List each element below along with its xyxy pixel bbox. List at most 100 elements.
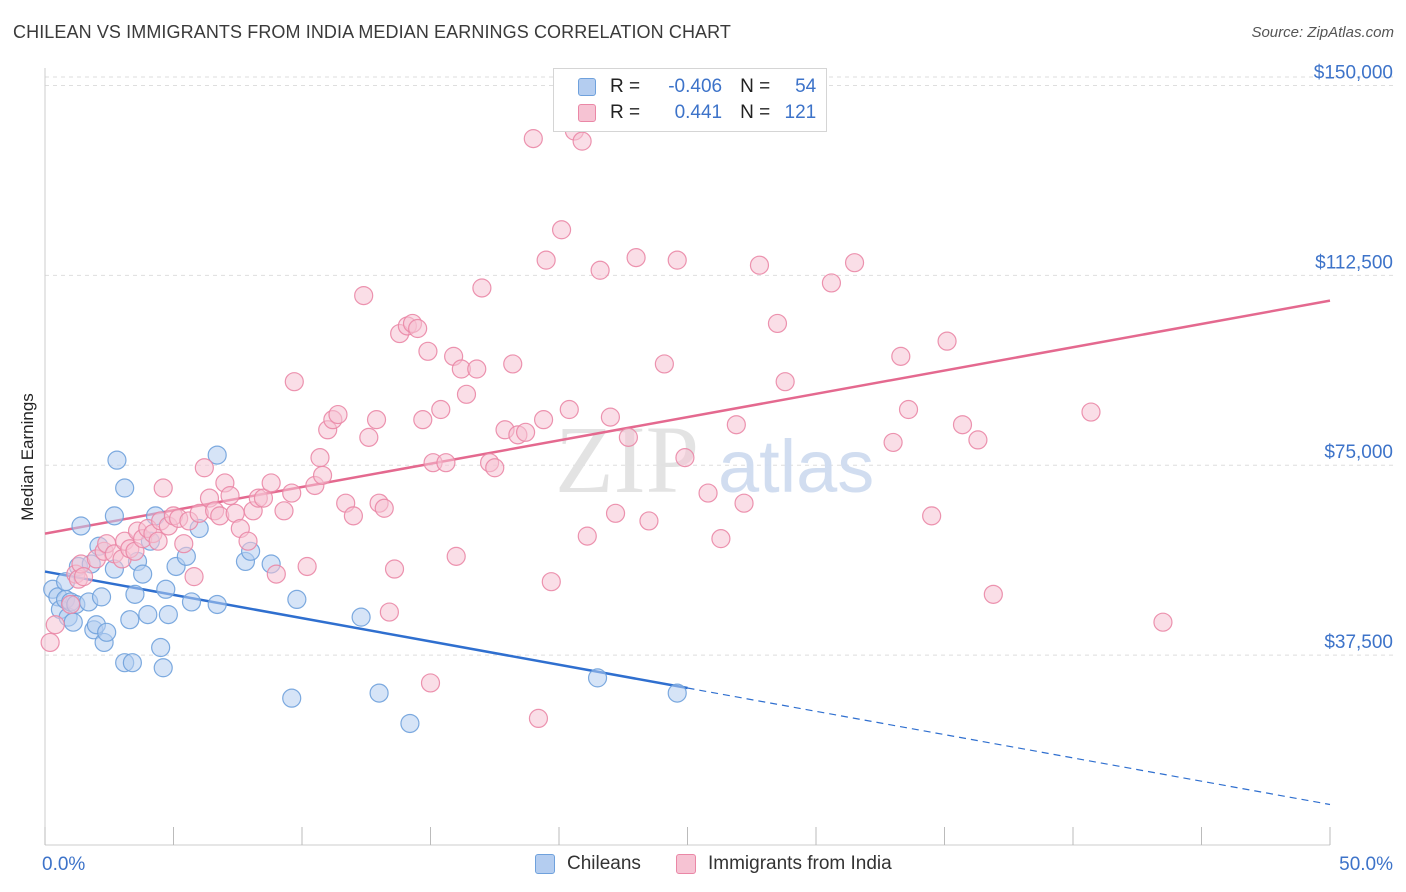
chart-title: CHILEAN VS IMMIGRANTS FROM INDIA MEDIAN …: [13, 22, 732, 42]
point-india: [749, 255, 770, 275]
legend-item-india[interactable]: Immigrants from India: [676, 852, 892, 876]
point-india: [1081, 402, 1101, 422]
point-india: [898, 399, 919, 420]
point-india: [503, 354, 523, 374]
point-india: [577, 526, 597, 546]
trend-line-chileans: [44, 570, 688, 690]
point-india: [667, 250, 687, 270]
legend-swatch-india: [676, 854, 696, 874]
point-chileans: [63, 612, 83, 632]
point-chileans: [158, 605, 178, 625]
point-india: [45, 615, 65, 635]
point-india: [312, 465, 333, 485]
point-chileans: [181, 592, 202, 612]
stats-swatch-india: [578, 104, 596, 122]
point-india: [310, 448, 330, 468]
point-chileans: [153, 658, 173, 678]
point-india: [472, 278, 492, 298]
legend-label-chileans: Chileans: [567, 853, 641, 874]
point-india: [359, 427, 379, 447]
point-india: [420, 673, 441, 693]
point-india: [523, 129, 543, 149]
stats-n-label: N =: [740, 76, 771, 97]
point-india: [384, 559, 405, 579]
point-chileans: [667, 683, 687, 703]
point-india: [261, 473, 281, 493]
point-india: [891, 346, 911, 366]
point-india: [1153, 612, 1173, 632]
point-india: [821, 273, 842, 293]
point-india: [654, 354, 674, 374]
point-india: [328, 404, 348, 425]
point-chileans: [107, 450, 127, 470]
point-india: [605, 503, 626, 523]
watermark: ZIP atlas: [555, 406, 874, 513]
point-chileans: [207, 445, 227, 465]
stats-r-label: R =: [610, 102, 641, 123]
point-india: [590, 260, 610, 280]
point-india: [446, 546, 466, 566]
y-tick-label: $75,000: [1324, 442, 1393, 463]
point-india: [639, 511, 659, 531]
point-chileans: [104, 506, 124, 526]
point-india: [983, 584, 1003, 604]
point-india: [572, 131, 592, 151]
point-chileans: [351, 607, 371, 627]
point-india: [536, 250, 556, 270]
legend-label-india: Immigrants from India: [708, 853, 892, 874]
point-india: [767, 313, 788, 334]
watermark-zip: ZIP: [555, 406, 699, 513]
y-tick-label: $150,000: [1314, 62, 1393, 83]
point-india: [374, 498, 394, 518]
point-india: [413, 410, 433, 430]
point-india: [379, 602, 399, 622]
legend-item-chileans[interactable]: Chileans: [535, 852, 641, 876]
point-chileans: [587, 668, 608, 688]
point-chileans: [71, 516, 91, 536]
point-india: [194, 458, 214, 478]
source-label: Source: ZipAtlas.com: [1251, 24, 1394, 41]
y-tick-label: $37,500: [1324, 632, 1393, 653]
point-india: [600, 407, 621, 427]
point-chileans: [207, 594, 227, 615]
point-chileans: [125, 584, 145, 604]
x-tick-label: 50.0%: [1339, 854, 1393, 875]
point-india: [551, 220, 572, 240]
point-chileans: [115, 478, 135, 498]
point-india: [408, 318, 428, 339]
point-india: [528, 708, 549, 729]
point-india: [726, 415, 746, 435]
point-india: [184, 567, 204, 587]
point-india: [148, 531, 168, 551]
point-india: [515, 422, 536, 442]
y-tick-label: $112,500: [1315, 252, 1393, 273]
point-india: [366, 410, 387, 430]
point-india: [418, 341, 438, 361]
point-india: [73, 567, 94, 587]
stats-r-label: R =: [610, 76, 641, 97]
stats-row-chileans: R = -0.406 N = 54: [578, 74, 816, 100]
point-india: [922, 506, 942, 526]
legend-swatch-chileans: [535, 854, 555, 874]
point-chileans: [400, 713, 420, 734]
stats-n-label: N =: [740, 102, 771, 123]
point-india: [282, 483, 302, 503]
point-india: [284, 372, 304, 392]
point-india: [559, 399, 579, 420]
point-india: [883, 432, 903, 453]
stats-r-value: -0.406: [668, 76, 723, 97]
point-india: [436, 453, 456, 473]
y-axis-label: Median Earnings: [18, 393, 37, 521]
point-india: [952, 415, 973, 435]
point-india: [626, 248, 646, 268]
x-tick-label: 0.0%: [42, 854, 85, 875]
point-chileans: [138, 605, 158, 625]
series-india: [40, 121, 1173, 729]
point-india: [711, 529, 731, 549]
point-india: [533, 410, 554, 430]
trend-lines: [44, 299, 1331, 806]
point-india: [431, 399, 451, 420]
point-india: [541, 572, 561, 592]
point-chileans: [156, 579, 176, 599]
